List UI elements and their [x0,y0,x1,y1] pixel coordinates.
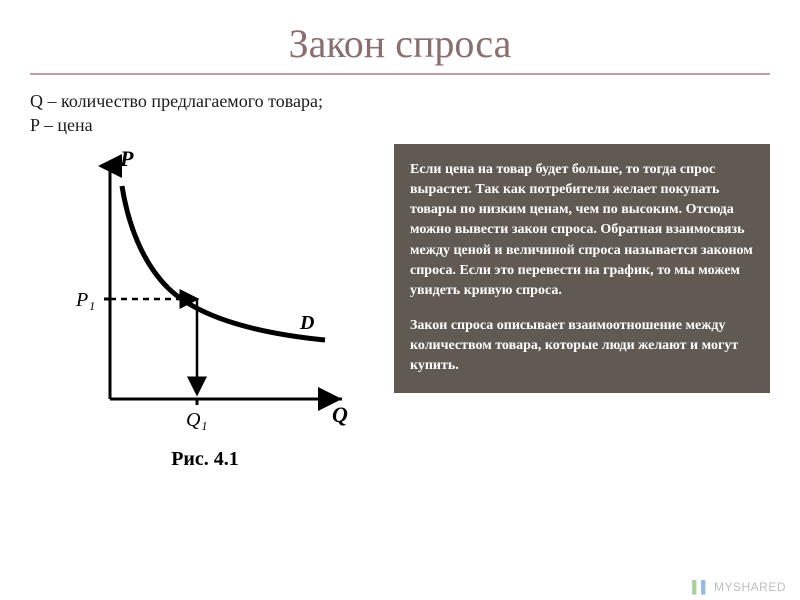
chart-caption: Рис. 4.1 [171,448,239,471]
p1-label: P₁ [75,289,95,311]
definition-p: P – цена [30,113,770,137]
definition-q: Q – количество предлагаемого товара; [30,89,770,113]
chart-container: P Q D P₁ Q₁ Рис. 4.1 [30,144,380,471]
watermark: ▌▌ MYSHARED [692,580,786,594]
y-axis-label: P [119,146,134,171]
description-paragraph-1: Если цена на товар будет больше, то тогд… [410,160,754,302]
description-box: Если цена на товар будет больше, то тогд… [394,144,770,393]
demand-curve-chart: P Q D P₁ Q₁ [50,144,360,444]
demand-curve [122,186,325,340]
title-underline [30,73,770,75]
x-axis-label: Q [332,402,348,427]
curve-label: D [299,312,314,334]
q1-label: Q₁ [186,409,207,431]
page-title: Закон спроса [30,20,770,67]
description-paragraph-2: Закон спроса описывает взаимоотношение м… [410,316,754,377]
definitions: Q – количество предлагаемого товара; P –… [30,89,770,138]
